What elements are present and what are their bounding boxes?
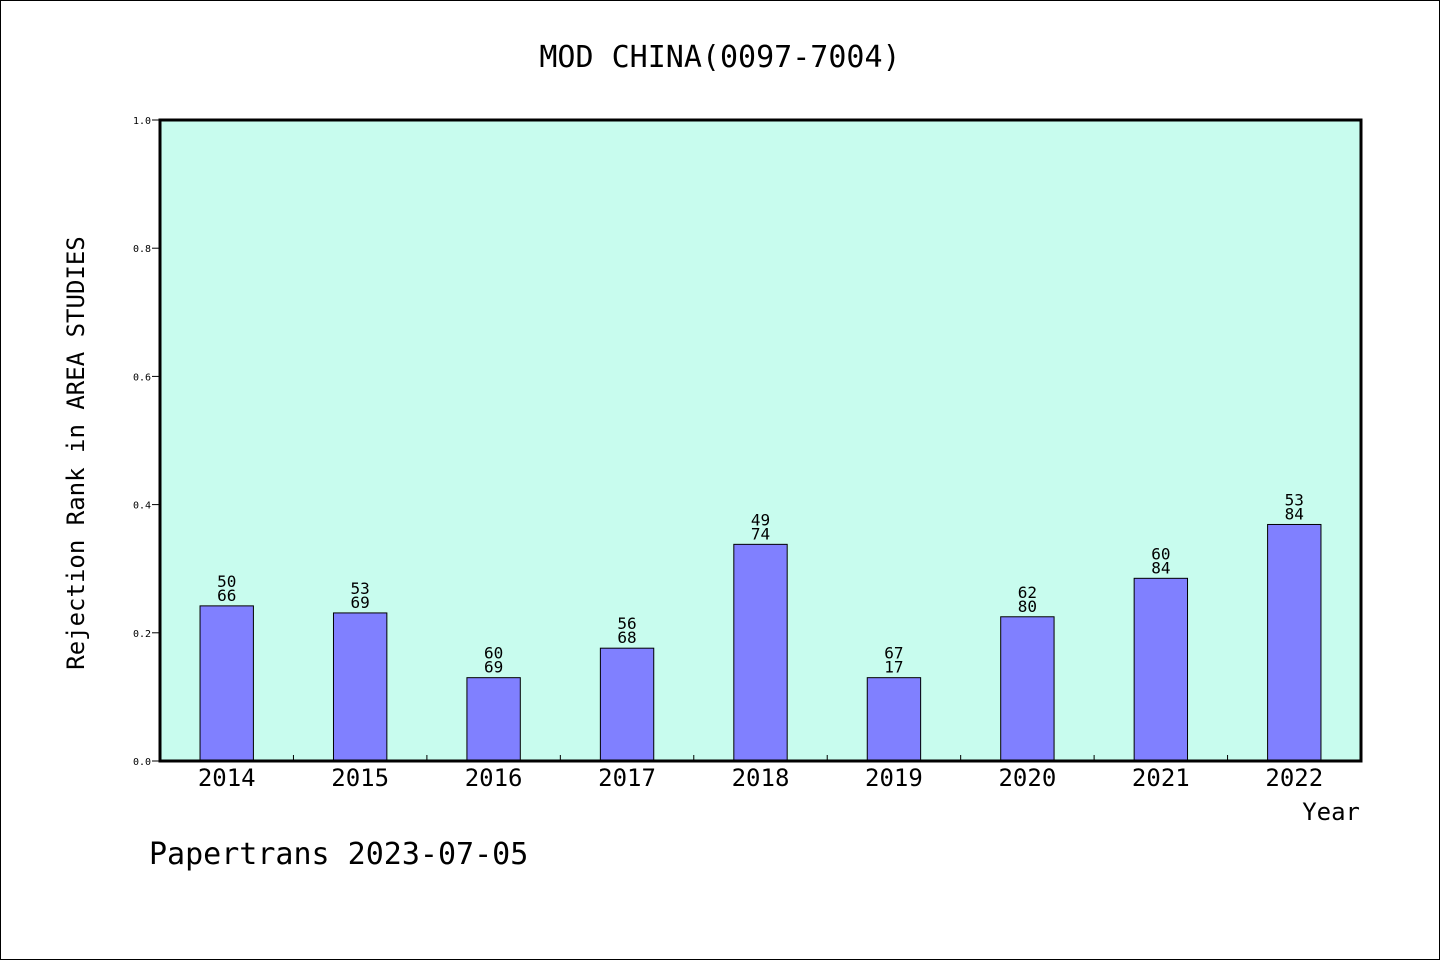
bar <box>1267 523 1322 762</box>
x-tick-label: 2015 <box>331 764 389 792</box>
x-axis-label: Year <box>1302 798 1360 826</box>
x-tick-label: 2022 <box>1265 764 1323 792</box>
chart-title: MOD CHINA(0097-7004) <box>539 40 900 75</box>
y-tick-label: 0.8 <box>133 244 151 255</box>
bar-label-bottom: 17 <box>884 658 903 677</box>
bar <box>1000 616 1055 762</box>
bar <box>1133 577 1189 762</box>
x-tick-label: 2020 <box>998 764 1056 792</box>
bar-label-top: 60 <box>1151 544 1170 563</box>
bar-label-top: 60 <box>484 644 503 663</box>
bar-label-bottom: 66 <box>217 586 236 605</box>
x-tick-label: 2021 <box>1132 764 1190 792</box>
bar-label-top: 53 <box>351 579 370 598</box>
bar-label-bottom: 80 <box>1018 597 1037 616</box>
bar-label-bottom: 84 <box>1151 558 1170 577</box>
bar-label-top: 49 <box>751 510 770 529</box>
bar <box>199 605 254 762</box>
bar-label-top: 56 <box>617 614 636 633</box>
bar-label-bottom: 68 <box>617 628 636 647</box>
y-tick-label: 0.4 <box>133 501 151 512</box>
x-tick-label: 2017 <box>598 764 656 792</box>
bar-label-bottom: 69 <box>351 593 370 612</box>
y-tick-label: 0.2 <box>133 629 151 640</box>
y-tick-label: 0.0 <box>133 757 151 768</box>
bar <box>332 612 388 762</box>
bar-label-top: 53 <box>1285 490 1304 509</box>
x-tick-label: 2018 <box>732 764 790 792</box>
x-tick-label: 2016 <box>465 764 523 792</box>
bar <box>733 543 788 762</box>
bar <box>599 647 655 762</box>
bar-label-bottom: 69 <box>484 658 503 677</box>
bar <box>866 677 922 762</box>
y-tick-label: 0.6 <box>133 372 151 383</box>
x-tick-label: 2019 <box>865 764 923 792</box>
y-axis-label: Rejection Rank in AREA STUDIES <box>62 236 90 669</box>
footer-text: Papertrans 2023-07-05 <box>149 837 528 872</box>
y-tick-label: 1.0 <box>133 116 151 127</box>
bar-label-bottom: 74 <box>751 524 770 543</box>
bar-label-top: 62 <box>1018 583 1037 602</box>
bar-label-top: 67 <box>884 644 903 663</box>
bar-label-top: 50 <box>217 572 236 591</box>
x-tick-label: 2014 <box>198 764 256 792</box>
bar <box>466 677 521 762</box>
plot-border <box>158 118 1363 763</box>
bar-label-bottom: 84 <box>1285 504 1304 523</box>
